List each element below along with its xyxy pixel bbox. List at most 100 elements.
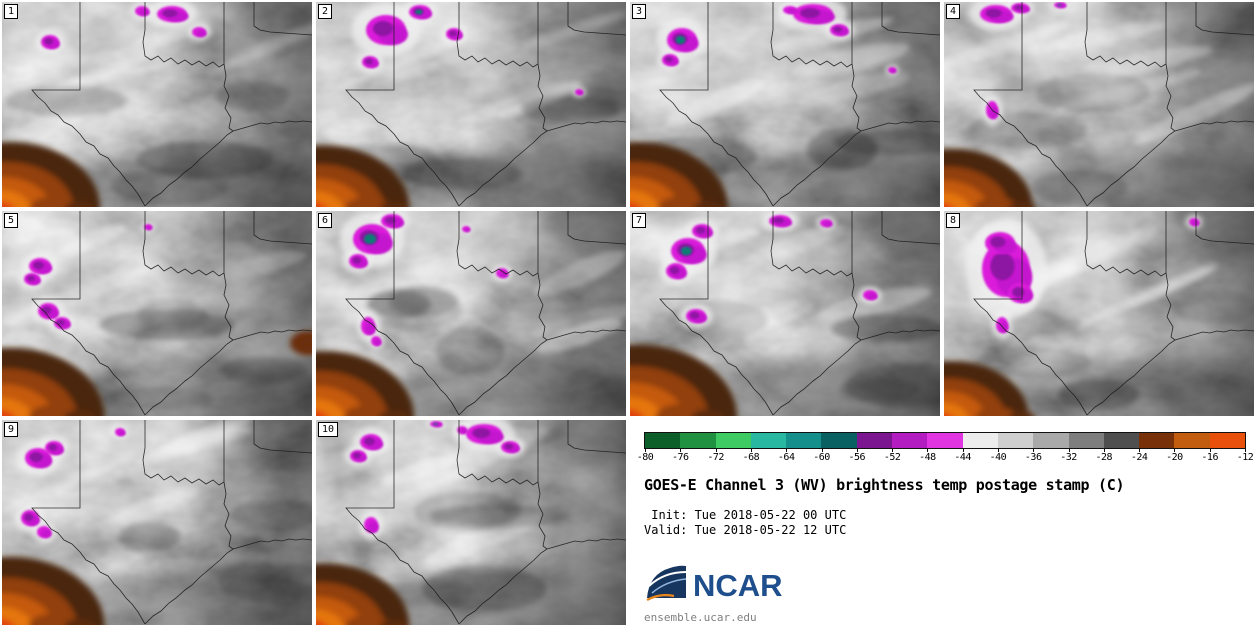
satellite-image (630, 2, 940, 207)
site-url: ensemble.ucar.edu (644, 611, 757, 624)
colorbar-segment (1033, 433, 1069, 448)
satellite-image (2, 420, 312, 625)
colorbar-tick (750, 449, 752, 452)
state-borders (31, 420, 312, 625)
colorbar-segment (1174, 433, 1210, 448)
member-label: 5 (4, 213, 19, 228)
colorbar-tick-label: -36 (1024, 452, 1042, 463)
panel-6: 6 (316, 211, 626, 416)
state-borders (973, 2, 1254, 207)
colorbar-tick (715, 449, 717, 452)
ncar-logo-text: NCAR (693, 568, 783, 603)
colorbar-tick-label: -32 (1060, 452, 1077, 463)
satellite-image (944, 211, 1254, 416)
state-borders (345, 2, 626, 207)
ncar-logo: NCAR (646, 565, 783, 603)
legend-block: -80 -76 -72 -68 -64 -60 -56 -52 -48 -44 -40 -36 -32 -… (630, 420, 1254, 625)
colorbar-tick (680, 449, 682, 452)
colorbar-segment (1209, 433, 1246, 448)
colorbar-segment (962, 433, 998, 448)
colorbar-segment (786, 433, 822, 448)
colorbar-tick (1209, 449, 1211, 452)
panel-9: 9 (2, 420, 312, 625)
ncar-logo-arc-2 (651, 578, 687, 594)
colorbar-tick (892, 449, 894, 452)
panel-8: 8 (944, 211, 1254, 416)
panel-3: 3 (630, 2, 940, 207)
member-label: 8 (946, 213, 961, 228)
colorbar-segment (1103, 433, 1140, 448)
chart-title: GOES-E Channel 3 (WV) brightness temp po… (644, 476, 1125, 494)
state-borders (345, 211, 626, 416)
member-label: 9 (4, 422, 19, 437)
member-label: 7 (632, 213, 647, 228)
colorbar-tick (1033, 449, 1035, 452)
colorbar-tick (997, 449, 999, 452)
colorbar-tick (927, 449, 929, 452)
colorbar-tick-label: -76 (672, 452, 689, 463)
colorbar-tick (962, 449, 964, 452)
colorbar-ticks: -80 -76 -72 -68 -64 -60 -56 -52 -48 -44 -40 -36 -32 -… (637, 449, 1254, 466)
member-label: 4 (946, 4, 961, 19)
satellite-image (2, 211, 312, 416)
colorbar-tick (1245, 449, 1246, 452)
state-borders (31, 211, 312, 416)
colorbar-tick-label: -16 (1201, 452, 1218, 463)
satellite-image (316, 211, 626, 416)
colorbar-tick (786, 449, 788, 452)
colorbar-segment (927, 433, 963, 448)
member-label: 2 (318, 4, 333, 19)
panel-1: 1 (2, 2, 312, 207)
valid-time: Valid: Tue 2018-05-22 12 UTC (644, 523, 847, 537)
colorbar-tick (1174, 449, 1176, 452)
satellite-image (944, 2, 1254, 207)
colorbar-tick-label: -52 (883, 452, 901, 463)
ncar-logo-arc-1 (648, 571, 687, 587)
panel-7: 7 (630, 211, 940, 416)
colorbar-tick (856, 449, 858, 452)
member-label: 10 (318, 422, 339, 437)
init-time: Init: Tue 2018-05-22 00 UTC (644, 508, 847, 522)
colorbar-segment (856, 433, 893, 448)
colorbar-tick (1139, 449, 1141, 452)
colorbar-tick-label: -44 (954, 452, 971, 463)
colorbar-tick-label: -20 (1166, 452, 1183, 463)
colorbar (644, 432, 1246, 449)
panel-10: 10 (316, 420, 626, 625)
colorbar-segment (750, 433, 787, 448)
colorbar-tick (821, 449, 823, 452)
colorbar-tick-label: -12 (1236, 452, 1254, 463)
colorbar-segment (821, 433, 857, 448)
colorbar-tick-label: -56 (848, 452, 866, 463)
colorbar-tick (1068, 449, 1070, 452)
colorbar-tick-label: -64 (777, 452, 795, 463)
member-label: 1 (4, 4, 19, 19)
colorbar-tick-label: -60 (813, 452, 830, 463)
colorbar-segment (715, 433, 751, 448)
state-borders (659, 211, 940, 416)
satellite-image (316, 2, 626, 207)
colorbar-tick-label: -28 (1095, 452, 1113, 463)
state-borders (345, 420, 626, 625)
member-label: 3 (632, 4, 647, 19)
satellite-image (2, 2, 312, 207)
colorbar-segment (645, 433, 681, 448)
panel-2: 2 (316, 2, 626, 207)
logo-row: NCAR (644, 562, 1254, 610)
colorbar-tick-label: -40 (989, 452, 1007, 463)
satellite-image (630, 211, 940, 416)
colorbar-tick-label: -48 (919, 452, 936, 463)
colorbar-tick-label: -68 (742, 452, 760, 463)
colorbar-segment (997, 433, 1034, 448)
colorbar-segment (1068, 433, 1104, 448)
colorbar-segment (680, 433, 716, 448)
state-borders (973, 211, 1254, 416)
state-borders (31, 2, 312, 207)
member-label: 6 (318, 213, 333, 228)
satellite-image (316, 420, 626, 625)
colorbar-tick-label: -72 (707, 452, 724, 463)
colorbar-tick (645, 449, 646, 452)
colorbar-segment (1139, 433, 1175, 448)
colorbar-tick (1103, 449, 1105, 452)
